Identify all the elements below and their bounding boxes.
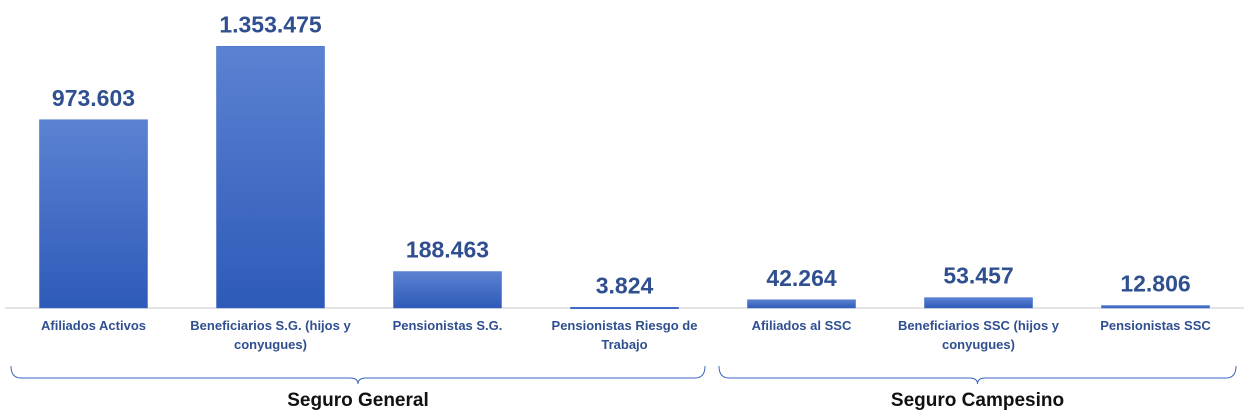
category-label: Pensionistas Riesgo de Trabajo xyxy=(551,318,698,352)
bar xyxy=(216,46,325,309)
bar xyxy=(747,299,856,309)
value-label: 1.353.475 xyxy=(219,11,322,37)
category-label: Pensionistas SSC xyxy=(1100,318,1211,333)
category-label: Beneficiarios S.G. (hijos y conyugues) xyxy=(190,318,351,352)
category-label: Pensionistas S.G. xyxy=(392,318,503,333)
bar xyxy=(393,271,502,309)
value-label: 188.463 xyxy=(406,237,489,263)
group-label: Seguro Campesino xyxy=(891,390,1064,411)
category-label: Beneficiarios SSC (hijos y conyugues) xyxy=(897,318,1060,352)
group-brace xyxy=(718,365,1237,385)
value-label: 973.603 xyxy=(52,85,135,111)
bar xyxy=(924,297,1033,309)
category-label: Afiliados Activos xyxy=(41,318,146,333)
value-label: 53.457 xyxy=(943,263,1013,289)
bar xyxy=(1101,305,1210,309)
group-label: Seguro General xyxy=(287,390,429,411)
group-brace xyxy=(10,365,706,385)
bar xyxy=(570,307,679,310)
category-label: Afiliados al SSC xyxy=(751,318,852,333)
value-label: 3.824 xyxy=(596,272,654,298)
bar xyxy=(39,119,148,309)
value-label: 42.264 xyxy=(766,265,837,291)
value-label: 12.806 xyxy=(1120,271,1190,297)
